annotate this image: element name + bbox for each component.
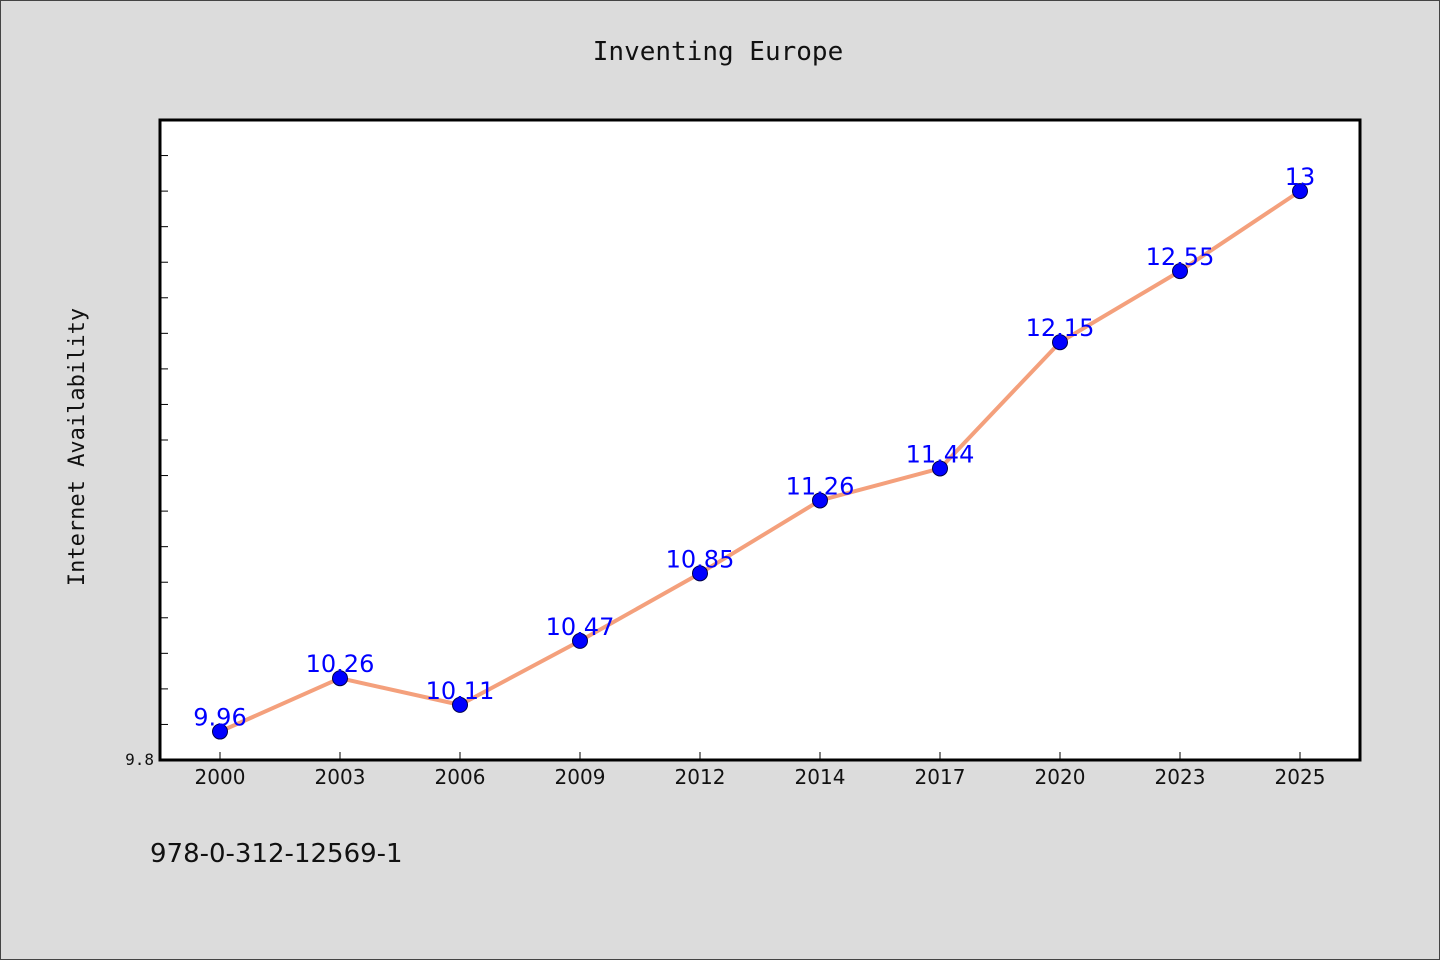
isbn-footnote: 978-0-312-12569-1 (150, 839, 403, 869)
data-label: 10.26 (306, 650, 375, 678)
data-label: 11.26 (786, 472, 855, 500)
x-tick-label: 2003 (315, 765, 366, 789)
data-label: 10.47 (546, 613, 615, 641)
data-label: 10.11 (426, 677, 495, 705)
data-label: 12.55 (1146, 243, 1215, 271)
data-point (1292, 183, 1308, 200)
x-tick-label: 2017 (915, 765, 966, 789)
y-axis-label: Internet Availability (65, 308, 90, 586)
data-label: 13 (1285, 163, 1316, 191)
data-label: 12.15 (1026, 314, 1095, 342)
data-point (452, 696, 468, 713)
data-label-layer: 9.96 10.26 10.11 10.47 10.85 11.26 11.44 12.15 1… (193, 163, 1315, 731)
y-axis-ticks: 9.8 (125, 119, 168, 769)
data-point (212, 723, 228, 740)
data-point (932, 460, 948, 477)
x-tick-label: 2006 (435, 765, 486, 789)
data-point (332, 670, 348, 687)
x-tick-label: 2014 (795, 765, 846, 789)
data-label: 10.85 (666, 545, 735, 573)
plot-area (158, 118, 1362, 762)
y-tick-label: 9.8 (125, 750, 154, 769)
data-point (812, 492, 828, 509)
x-tick-label: 2025 (1275, 765, 1326, 789)
x-tick-label: 2009 (555, 765, 606, 789)
x-tick-label: 2012 (675, 765, 726, 789)
series-layer (212, 183, 1308, 740)
data-point (572, 632, 588, 649)
data-label: 9.96 (193, 704, 246, 732)
data-point (692, 565, 708, 582)
x-tick-label: 2000 (195, 765, 246, 789)
data-point (1172, 263, 1188, 280)
chart-title: Inventing Europe (593, 37, 843, 67)
x-tick-label: 2023 (1155, 765, 1206, 789)
data-point (1052, 334, 1068, 351)
x-axis-ticks: 2000 2003 2006 2009 2012 2014 2017 2020 2023 2025 (195, 752, 1326, 789)
x-tick-label: 2020 (1035, 765, 1086, 789)
data-label: 11.44 (906, 440, 975, 468)
series-line (219, 189, 1302, 734)
